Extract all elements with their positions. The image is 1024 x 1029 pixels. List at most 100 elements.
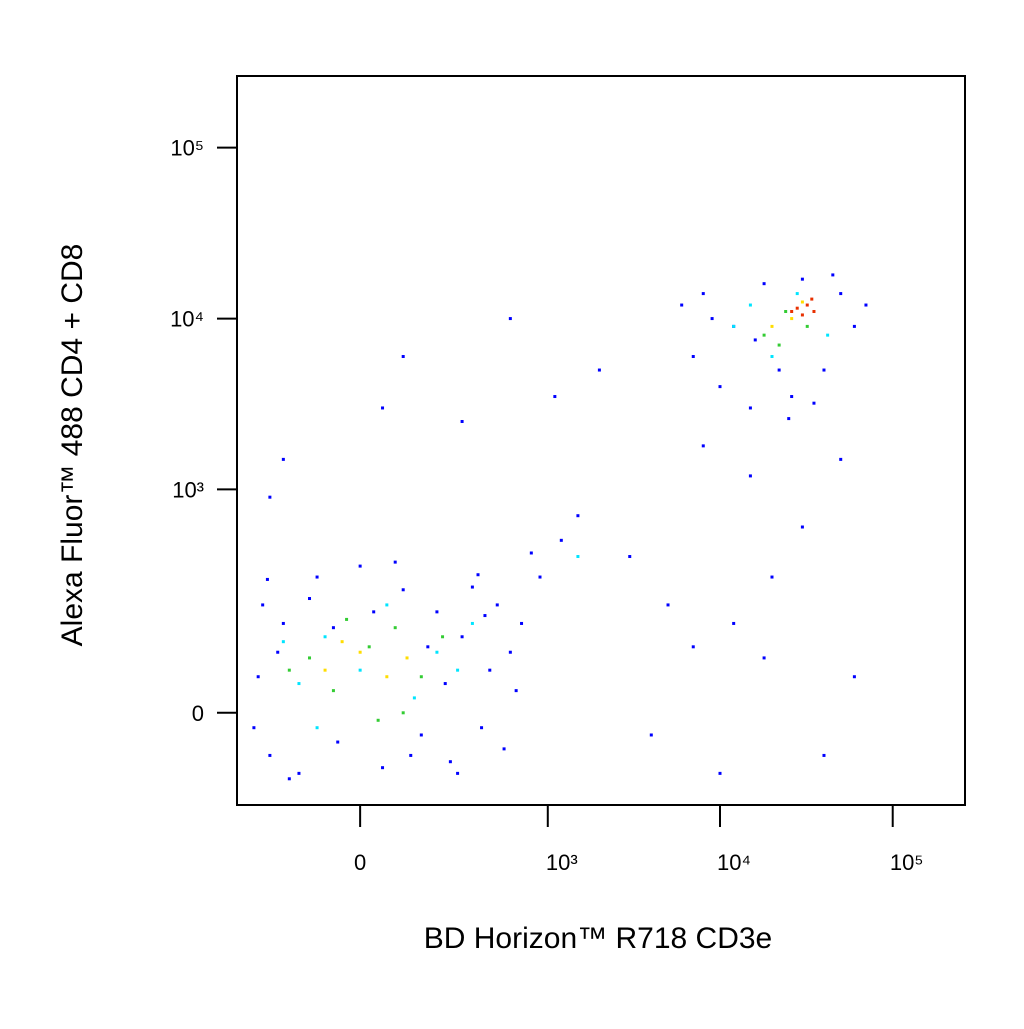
event-dot [805, 324, 809, 328]
event-dot [748, 474, 752, 478]
event-dot [790, 317, 794, 321]
event-dot [323, 668, 327, 672]
event-dot [419, 733, 423, 737]
event-dot [680, 303, 684, 307]
event-dot [419, 675, 423, 679]
event-dot [435, 650, 439, 654]
event-dot [281, 640, 285, 644]
event-dot [276, 650, 280, 654]
event-dot [376, 718, 380, 722]
event-dot [800, 300, 804, 304]
event-dot [331, 689, 335, 693]
event-dot [495, 603, 499, 607]
event-dot [852, 324, 856, 328]
event-dot [488, 668, 492, 672]
x-axis-label: BD Horizon™ R718 CD3e [424, 922, 772, 955]
event-dot [790, 395, 794, 399]
event-dot [256, 675, 260, 679]
event-dot [393, 626, 397, 630]
event-dot [405, 656, 409, 660]
event-dot [784, 309, 788, 313]
event-dot [826, 333, 830, 337]
event-dot [268, 495, 272, 499]
event-dot [753, 338, 757, 342]
event-dot [795, 306, 799, 310]
event-dot [691, 355, 695, 359]
event-dot [822, 368, 826, 372]
event-dot [649, 733, 653, 737]
event-dot [385, 675, 389, 679]
event-dot [732, 621, 736, 625]
event-dot [460, 419, 464, 423]
event-dot [800, 313, 804, 317]
event-dot [718, 771, 722, 775]
x-tick-label: 10³ [546, 850, 578, 875]
event-dot [710, 317, 714, 321]
event-dot [805, 303, 809, 307]
event-dot [777, 343, 781, 347]
event-dot [265, 577, 269, 581]
event-dot [508, 650, 512, 654]
event-dot [460, 635, 464, 639]
event-dot [576, 555, 580, 559]
event-dot [520, 621, 524, 625]
event-dot [800, 525, 804, 529]
event-dot [701, 444, 705, 448]
event-dot [502, 747, 506, 751]
event-dot [480, 726, 484, 730]
event-dot [281, 457, 285, 461]
event-dot [268, 753, 272, 757]
event-dot [315, 726, 319, 730]
event-dot [381, 406, 385, 410]
event-dot [456, 668, 460, 672]
event-dot [401, 355, 405, 359]
event-dot [401, 588, 405, 592]
event-dot [852, 675, 856, 679]
event-dot [762, 333, 766, 337]
event-dot [252, 726, 256, 730]
event-dot [308, 597, 312, 601]
event-dot [297, 771, 301, 775]
event-dot [409, 753, 413, 757]
event-dot [435, 610, 439, 614]
event-dot [297, 682, 301, 686]
event-dot [770, 324, 774, 328]
event-dot [331, 626, 335, 630]
event-dot [666, 603, 670, 607]
event-dot [748, 303, 752, 307]
event-dot [483, 614, 487, 618]
event-dot [358, 668, 362, 672]
x-tick-label: 0 [354, 850, 366, 875]
event-dot [336, 740, 340, 744]
event-dot [401, 711, 405, 715]
event-dot [393, 560, 397, 564]
event-dot [831, 273, 835, 277]
event-dot [441, 635, 445, 639]
event-dot [529, 551, 533, 555]
event-dot [810, 297, 814, 301]
event-dot [367, 645, 371, 649]
event-dot [559, 538, 563, 542]
event-dot [308, 656, 312, 660]
event-dot [770, 355, 774, 359]
event-dot [732, 324, 736, 328]
event-dot [470, 621, 474, 625]
event-dot [770, 575, 774, 579]
plot-frame [236, 75, 966, 806]
y-tick-label: 10⁴ [170, 307, 204, 332]
event-dot [412, 696, 416, 700]
event-dot [701, 292, 705, 296]
event-dot [340, 640, 344, 644]
event-dot [443, 682, 447, 686]
event-dot [372, 610, 376, 614]
event-dot [718, 385, 722, 389]
event-dot [261, 603, 265, 607]
event-dot [691, 645, 695, 649]
event-dot [456, 771, 460, 775]
event-dot [748, 406, 752, 410]
event-dot [812, 401, 816, 405]
event-dot [839, 292, 843, 296]
event-dot [470, 585, 474, 589]
event-dot [800, 277, 804, 281]
